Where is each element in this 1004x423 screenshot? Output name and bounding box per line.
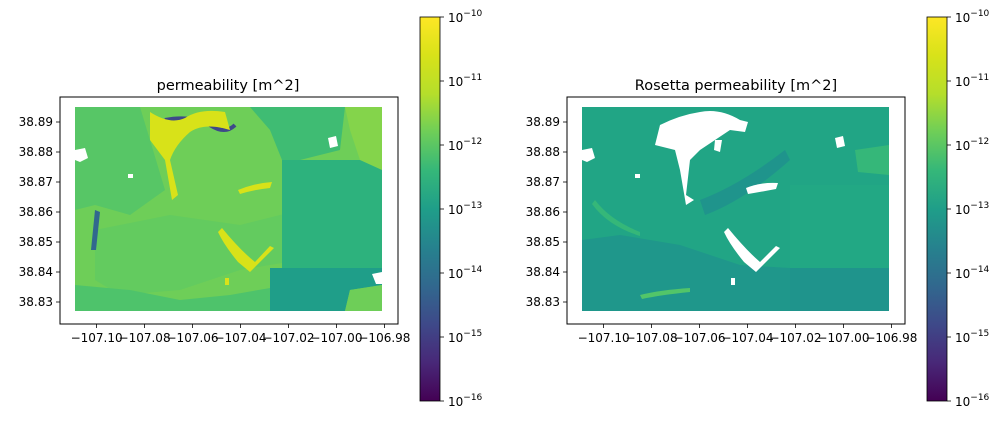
colorbar-tick-label: 10−11 bbox=[955, 73, 989, 89]
plot-frame bbox=[59, 96, 399, 325]
x-tick-label: −107.04 bbox=[214, 331, 266, 345]
region-east bbox=[282, 160, 382, 268]
y-tick-label: 38.83 bbox=[19, 295, 53, 309]
y-tick-label: 38.83 bbox=[526, 295, 560, 309]
colorbar-tick-label: 10−16 bbox=[448, 393, 483, 409]
colorbar-tick-label: 10−12 bbox=[448, 137, 482, 153]
mask-diagonal bbox=[724, 228, 780, 272]
colorbar-tick-label: 10−13 bbox=[955, 201, 989, 217]
y-axis: 38.83 38.84 38.85 38.86 38.87 38.88 38.89 bbox=[19, 115, 60, 309]
y-tick-label: 38.87 bbox=[19, 175, 53, 189]
y-axis: 38.83 38.84 38.85 38.86 38.87 38.88 38.89 bbox=[526, 115, 567, 309]
x-tick-label: −107.10 bbox=[578, 331, 630, 345]
colorbar-tick-label: 10−15 bbox=[448, 329, 482, 345]
x-tick-label: −107.06 bbox=[167, 331, 219, 345]
streak-diagonal bbox=[218, 228, 274, 272]
x-tick-label: −106.98 bbox=[358, 331, 410, 345]
y-tick-label: 38.88 bbox=[526, 145, 560, 159]
colorbar-tick-label: 10−12 bbox=[955, 137, 989, 153]
region-northeast bbox=[250, 107, 345, 160]
region-lower-dark bbox=[582, 235, 790, 311]
region-dark-channel bbox=[91, 210, 100, 250]
x-tick-label: −107.00 bbox=[817, 331, 869, 345]
x-tick-label: −107.10 bbox=[71, 331, 123, 345]
mask-hole-se bbox=[372, 272, 382, 284]
colorbar-tick-label: 10−14 bbox=[448, 265, 483, 281]
region-southeast bbox=[270, 268, 382, 311]
y-tick-label: 38.89 bbox=[19, 115, 53, 129]
x-axis: −107.10−107.08−107.06−107.04−107.02−107.… bbox=[71, 324, 410, 345]
region-west bbox=[75, 107, 165, 215]
mask-hole-small-b bbox=[714, 140, 722, 152]
region-channel-dark bbox=[700, 150, 790, 215]
x-tick-label: −107.08 bbox=[119, 331, 171, 345]
mask-hole-ne bbox=[328, 136, 338, 148]
y-tick-label: 38.85 bbox=[526, 235, 560, 249]
region-southeast bbox=[790, 268, 889, 311]
x-tick-label: −107.08 bbox=[626, 331, 678, 345]
colorbar-tick-label: 10−14 bbox=[955, 265, 990, 281]
panel-rosetta-permeability: Rosetta permeability [m^2] −107.10−107.0… bbox=[526, 9, 990, 409]
region-lower-band bbox=[75, 285, 270, 311]
streak-small bbox=[225, 278, 229, 285]
x-tick-label: −106.98 bbox=[865, 331, 917, 345]
y-tick-label: 38.86 bbox=[19, 205, 53, 219]
chart-title: permeability [m^2] bbox=[157, 78, 300, 94]
y-tick-label: 38.84 bbox=[19, 265, 53, 279]
region-green-lower bbox=[640, 288, 690, 299]
region-northeast-corner bbox=[345, 107, 382, 170]
colorbar: 10−16 10−15 10−14 10−13 10−12 10−11 10−10 bbox=[926, 9, 990, 409]
colorbar-tick-label: 10−11 bbox=[448, 73, 482, 89]
colorbar-tick-label: 10−13 bbox=[448, 201, 482, 217]
colorbar-tick-label: 10−10 bbox=[955, 9, 990, 25]
mask-hole-ne bbox=[835, 136, 845, 148]
heatmap-image bbox=[75, 107, 382, 311]
mask-hole-west bbox=[582, 148, 595, 162]
panel-permeability: permeability [m^2] bbox=[19, 9, 483, 409]
y-tick-label: 38.87 bbox=[526, 175, 560, 189]
colorbar-gradient bbox=[419, 16, 441, 402]
x-tick-label: −107.02 bbox=[769, 331, 821, 345]
colorbar-tick-label: 10−16 bbox=[955, 393, 990, 409]
x-tick-label: −107.06 bbox=[674, 331, 726, 345]
streak-east bbox=[238, 182, 272, 194]
colorbar-tick-label: 10−15 bbox=[955, 329, 989, 345]
plot-frame bbox=[566, 96, 906, 325]
mask-hole-west bbox=[75, 148, 88, 162]
streak-north bbox=[150, 110, 230, 200]
heatmap-image bbox=[582, 107, 889, 311]
y-tick-label: 38.88 bbox=[19, 145, 53, 159]
mask-east-streak bbox=[746, 182, 778, 194]
chart-title: Rosetta permeability [m^2] bbox=[635, 78, 837, 94]
region-green-streak bbox=[592, 200, 640, 236]
x-tick-label: −107.00 bbox=[310, 331, 362, 345]
y-tick-label: 38.85 bbox=[19, 235, 53, 249]
y-tick-label: 38.84 bbox=[526, 265, 560, 279]
x-tick-label: −107.02 bbox=[262, 331, 314, 345]
x-axis: −107.10−107.08−107.06−107.04−107.02−107.… bbox=[578, 324, 917, 345]
region-east-block bbox=[790, 185, 889, 268]
mask-hole-se bbox=[731, 278, 735, 285]
colorbar: 10−16 10−15 10−14 10−13 10−12 10−11 10−10 bbox=[419, 9, 483, 409]
colorbar-tick-label: 10−10 bbox=[448, 9, 483, 25]
mask-hole-small bbox=[128, 174, 133, 178]
x-tick-label: −107.04 bbox=[721, 331, 773, 345]
y-tick-label: 38.86 bbox=[526, 205, 560, 219]
region-southeast-b bbox=[345, 285, 382, 311]
region-center bbox=[95, 210, 300, 295]
y-tick-label: 38.89 bbox=[526, 115, 560, 129]
mask-north bbox=[655, 111, 748, 205]
colorbar-gradient bbox=[926, 16, 948, 402]
mask-hole-small bbox=[635, 174, 640, 178]
region-green-patch bbox=[855, 145, 889, 175]
